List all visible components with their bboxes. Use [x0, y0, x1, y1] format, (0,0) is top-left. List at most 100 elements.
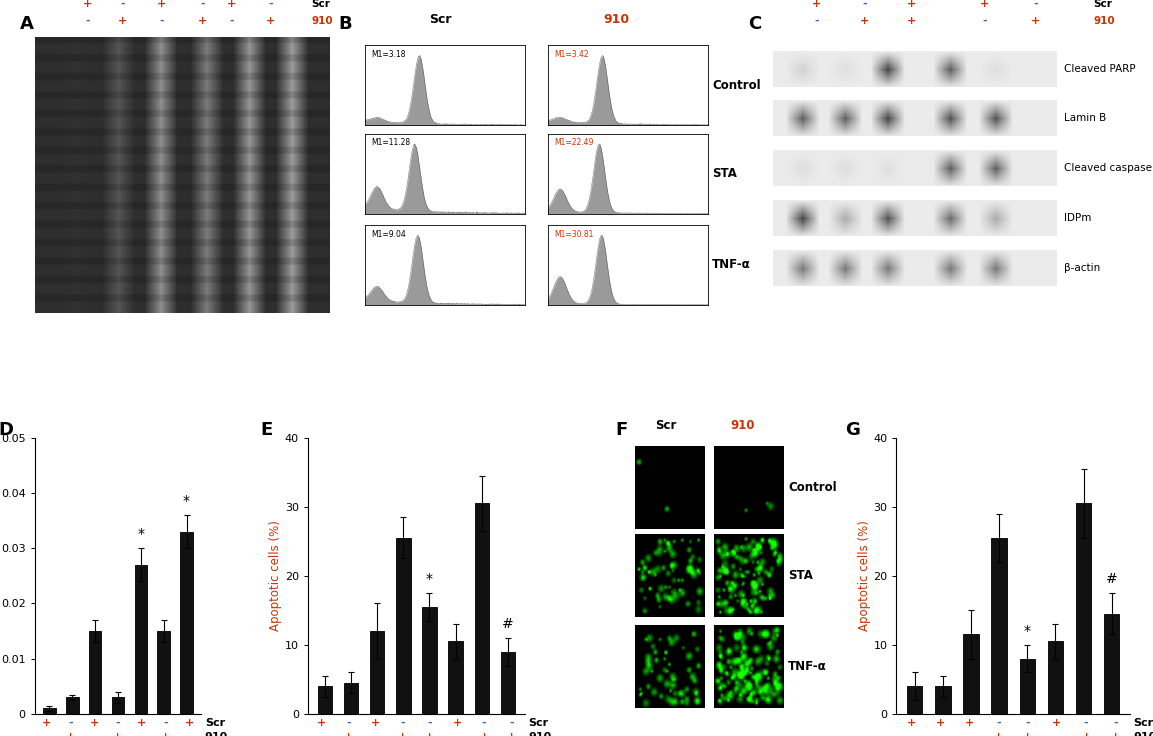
Text: Scr: Scr [205, 718, 225, 728]
Text: 910: 910 [1133, 732, 1153, 736]
Text: STA: STA [713, 167, 737, 180]
Text: M1=22.49: M1=22.49 [553, 138, 594, 147]
Text: -: - [909, 732, 913, 736]
Text: -: - [267, 0, 272, 9]
Text: Scr: Scr [311, 0, 331, 9]
Text: D: D [0, 421, 13, 439]
Text: 910: 910 [205, 732, 228, 736]
Text: M1=11.28: M1=11.28 [371, 138, 410, 147]
Bar [135, 565, 148, 714]
Text: -: - [121, 0, 126, 9]
Text: Scr: Scr [528, 718, 549, 728]
Text: Scr: Scr [1093, 0, 1113, 9]
Text: +: + [317, 718, 326, 728]
Text: +: + [1053, 718, 1062, 728]
Text: +: + [184, 718, 194, 728]
Text: -: - [1033, 0, 1038, 9]
Text: *: * [425, 572, 432, 586]
Text: 910: 910 [1093, 15, 1115, 26]
Text: -: - [164, 718, 168, 728]
Text: +: + [371, 718, 380, 728]
Bar [1103, 614, 1120, 714]
Text: +: + [137, 718, 146, 728]
Bar [112, 697, 125, 714]
Text: +: + [935, 718, 944, 728]
Text: +: + [113, 732, 122, 736]
Text: -: - [454, 732, 459, 736]
Text: G: G [845, 421, 860, 439]
Text: -: - [996, 718, 1001, 728]
Text: +: + [42, 718, 51, 728]
Text: -: - [115, 718, 120, 728]
Text: -: - [1025, 718, 1030, 728]
Text: +: + [480, 732, 489, 736]
Text: A: A [20, 15, 33, 32]
Text: -: - [68, 718, 73, 728]
Text: M1=30.81: M1=30.81 [553, 230, 594, 238]
Text: Control: Control [713, 79, 761, 92]
Y-axis label: Apoptotic cells (%): Apoptotic cells (%) [269, 520, 282, 631]
Text: Cleaved PARP: Cleaved PARP [1064, 63, 1136, 74]
Text: -: - [1084, 718, 1088, 728]
Text: +: + [1031, 15, 1040, 26]
Text: *: * [183, 494, 190, 508]
Text: 910: 910 [311, 15, 333, 26]
Text: -: - [815, 15, 820, 26]
Text: +: + [980, 0, 989, 9]
Text: +: + [813, 0, 822, 9]
Text: -: - [346, 718, 351, 728]
Text: Scr: Scr [656, 419, 677, 432]
Text: β-actin: β-actin [1064, 263, 1101, 272]
Bar [1076, 503, 1091, 714]
Text: -: - [319, 732, 324, 736]
Y-axis label: Apoptotic cells (%): Apoptotic cells (%) [858, 520, 871, 631]
Text: F: F [616, 421, 628, 439]
Text: -: - [140, 732, 144, 736]
Text: #: # [1106, 572, 1117, 586]
Text: Cleaved caspase 3: Cleaved caspase 3 [1064, 163, 1153, 173]
Bar [180, 531, 193, 714]
Text: 910: 910 [603, 13, 630, 26]
Bar [449, 641, 462, 714]
Bar [475, 503, 489, 714]
Bar [500, 652, 515, 714]
Bar [1048, 641, 1063, 714]
Bar [422, 606, 437, 714]
Text: 910: 910 [730, 419, 754, 432]
Text: *: * [137, 527, 144, 541]
Bar [992, 538, 1007, 714]
Text: TNF-α: TNF-α [789, 660, 827, 673]
Text: STA: STA [789, 569, 813, 582]
Bar [963, 634, 979, 714]
Text: -: - [44, 732, 48, 736]
Text: +: + [198, 15, 208, 26]
Text: +: + [90, 718, 99, 728]
Text: TNF-α: TNF-α [713, 258, 751, 272]
Text: +: + [1110, 732, 1120, 736]
Text: -: - [1113, 718, 1117, 728]
Text: +: + [83, 0, 92, 9]
Text: Scr: Scr [430, 13, 452, 26]
Text: -: - [862, 0, 867, 9]
Text: -: - [967, 732, 972, 736]
Bar [318, 686, 332, 714]
Text: -: - [1055, 732, 1060, 736]
Text: +: + [906, 718, 915, 728]
Text: -: - [85, 15, 90, 26]
Text: IDPm: IDPm [1064, 213, 1092, 223]
Bar [1019, 659, 1035, 714]
Text: +: + [965, 718, 974, 728]
Text: +: + [452, 718, 461, 728]
Text: E: E [261, 421, 272, 439]
Text: +: + [425, 732, 435, 736]
Text: +: + [994, 732, 1003, 736]
Text: M1=9.04: M1=9.04 [371, 230, 406, 238]
Text: -: - [374, 732, 378, 736]
Text: -: - [482, 718, 487, 728]
Text: -: - [92, 732, 97, 736]
Text: +: + [265, 15, 274, 26]
Bar [935, 686, 950, 714]
Text: #: # [502, 617, 514, 631]
Text: +: + [161, 732, 171, 736]
Text: +: + [860, 15, 869, 26]
